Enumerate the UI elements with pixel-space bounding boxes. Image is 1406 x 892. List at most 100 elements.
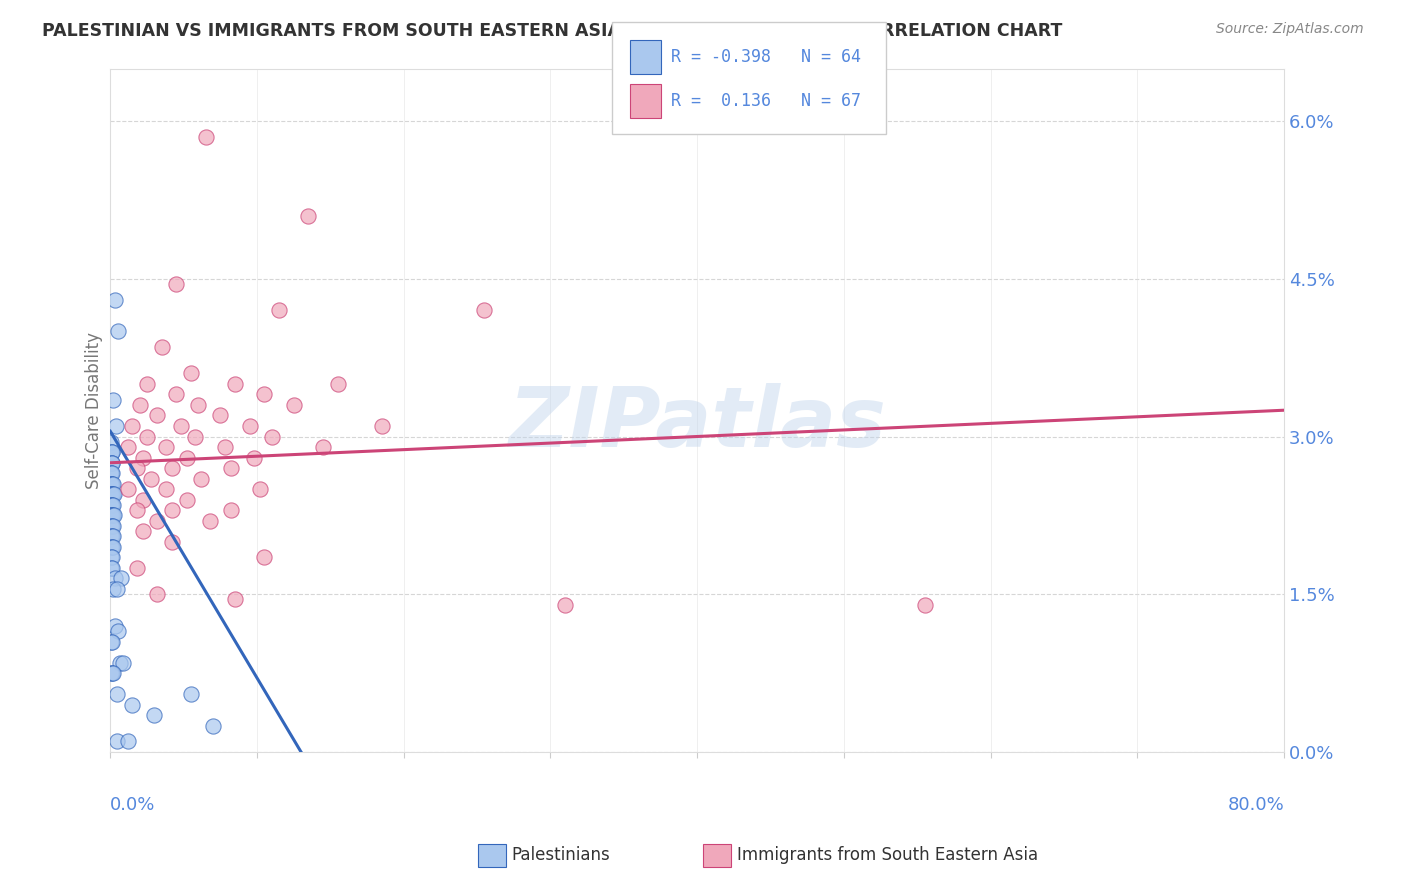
Point <box>180 687 202 701</box>
Point <box>914 598 936 612</box>
Point <box>224 592 246 607</box>
Point <box>125 503 148 517</box>
Point <box>297 209 319 223</box>
Point <box>101 487 124 501</box>
Point <box>100 434 122 449</box>
Point <box>190 471 212 485</box>
Point <box>100 519 122 533</box>
Point <box>136 429 159 443</box>
Point <box>100 445 122 459</box>
Point <box>155 440 177 454</box>
Point <box>101 529 124 543</box>
Point <box>125 561 148 575</box>
Point <box>111 656 134 670</box>
Point <box>103 487 125 501</box>
Point <box>121 419 143 434</box>
Point <box>312 440 335 454</box>
Point <box>146 587 169 601</box>
Point <box>101 498 124 512</box>
Point <box>194 129 217 144</box>
Point <box>103 392 125 407</box>
Point <box>128 398 150 412</box>
Point <box>101 550 124 565</box>
Point <box>101 498 124 512</box>
Text: R =  0.136   N = 67: R = 0.136 N = 67 <box>671 92 860 110</box>
Point <box>125 461 148 475</box>
Point <box>104 571 127 585</box>
Point <box>243 450 266 465</box>
Point <box>253 387 276 401</box>
Point <box>141 471 163 485</box>
Point <box>100 529 122 543</box>
Point <box>105 734 128 748</box>
Point <box>104 293 127 307</box>
Point <box>100 487 122 501</box>
Point <box>105 582 128 596</box>
Text: 0.0%: 0.0% <box>110 797 156 814</box>
Point <box>105 419 128 434</box>
Point <box>100 561 122 575</box>
Text: ZIPatlas: ZIPatlas <box>508 384 886 465</box>
Text: Immigrants from South Eastern Asia: Immigrants from South Eastern Asia <box>737 847 1038 864</box>
Point <box>101 487 124 501</box>
Point <box>107 624 129 638</box>
Point <box>100 487 122 501</box>
Point <box>146 409 169 423</box>
Point <box>121 698 143 712</box>
Point <box>100 456 122 470</box>
Point <box>146 514 169 528</box>
Point <box>100 476 122 491</box>
Point <box>155 482 177 496</box>
Point <box>160 503 183 517</box>
Point <box>101 508 124 523</box>
Point <box>219 461 242 475</box>
Point <box>103 666 125 681</box>
Point <box>214 440 236 454</box>
Point <box>170 419 193 434</box>
Point <box>101 467 124 481</box>
Point <box>267 303 290 318</box>
Point <box>100 529 122 543</box>
Point <box>103 582 125 596</box>
Point <box>103 540 125 554</box>
Point <box>100 540 122 554</box>
Point <box>165 277 187 291</box>
Point <box>131 524 153 538</box>
Point <box>239 419 262 434</box>
Point <box>100 467 122 481</box>
Point <box>180 367 202 381</box>
Point <box>224 376 246 391</box>
Point <box>117 440 139 454</box>
Text: Source: ZipAtlas.com: Source: ZipAtlas.com <box>1216 22 1364 37</box>
Point <box>474 303 496 318</box>
Point <box>554 598 576 612</box>
Point <box>187 398 209 412</box>
Point <box>176 492 198 507</box>
Point <box>100 456 122 470</box>
Point <box>160 461 183 475</box>
Point <box>160 534 183 549</box>
Point <box>136 376 159 391</box>
Point <box>100 634 122 648</box>
Point <box>105 687 128 701</box>
Point <box>249 482 271 496</box>
Point <box>100 550 122 565</box>
Point <box>101 476 124 491</box>
Point <box>131 492 153 507</box>
Point <box>101 634 124 648</box>
Point <box>100 498 122 512</box>
Text: Palestinians: Palestinians <box>512 847 610 864</box>
Y-axis label: Self-Care Disability: Self-Care Disability <box>86 332 103 489</box>
Point <box>104 619 127 633</box>
Point <box>209 409 232 423</box>
Point <box>219 503 242 517</box>
Point <box>143 708 166 723</box>
Point <box>283 398 305 412</box>
Point <box>326 376 349 391</box>
Point <box>198 514 221 528</box>
Point <box>370 419 392 434</box>
Point <box>101 508 124 523</box>
Point <box>201 718 224 732</box>
Point <box>108 656 131 670</box>
Point <box>184 429 207 443</box>
